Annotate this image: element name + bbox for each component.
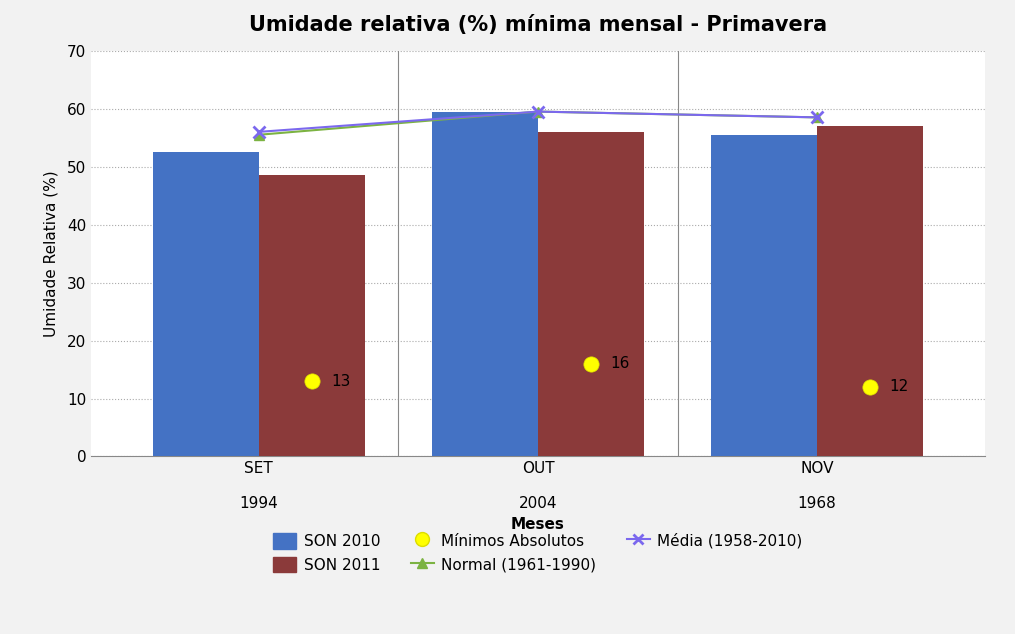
Bar: [432, 112, 538, 456]
Text: 13: 13: [331, 373, 351, 389]
Bar: [259, 176, 364, 456]
Bar: [538, 132, 644, 456]
X-axis label: Meses: Meses: [511, 517, 565, 532]
Text: 16: 16: [611, 356, 630, 372]
Bar: [710, 135, 817, 456]
Bar: [817, 126, 924, 456]
Legend: SON 2010, SON 2011, Mínimos Absolutos, Normal (1961-1990), Média (1958-2010): SON 2010, SON 2011, Mínimos Absolutos, N…: [267, 527, 809, 579]
Title: Umidade relativa (%) mínima mensal - Primavera: Umidade relativa (%) mínima mensal - Pri…: [249, 15, 827, 36]
Y-axis label: Umidade Relativa (%): Umidade Relativa (%): [44, 171, 59, 337]
Text: 12: 12: [889, 379, 908, 394]
Bar: [152, 152, 259, 456]
